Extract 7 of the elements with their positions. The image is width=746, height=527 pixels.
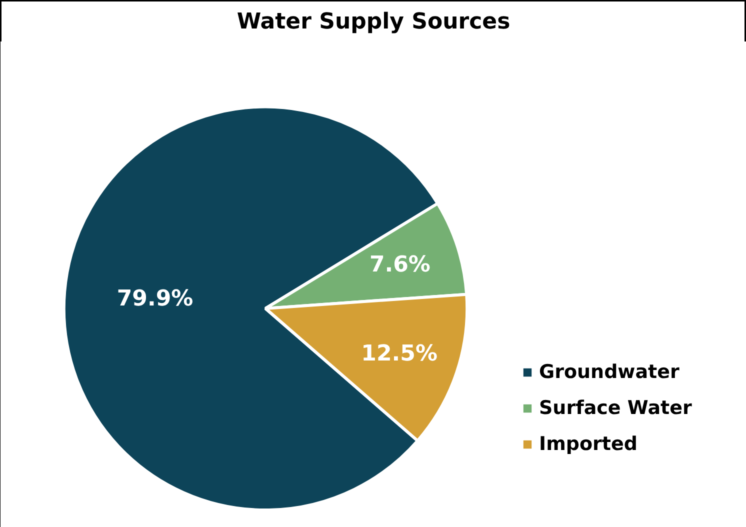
data-label: 7.6% xyxy=(369,252,430,278)
legend-label: Imported xyxy=(539,433,638,455)
legend-label: Groundwater xyxy=(539,361,680,383)
data-label: 12.5% xyxy=(361,342,438,367)
legend-label: Surface Water xyxy=(539,397,692,419)
chart-title: Water Supply Sources xyxy=(236,10,510,34)
data-label: 79.9% xyxy=(116,286,194,312)
